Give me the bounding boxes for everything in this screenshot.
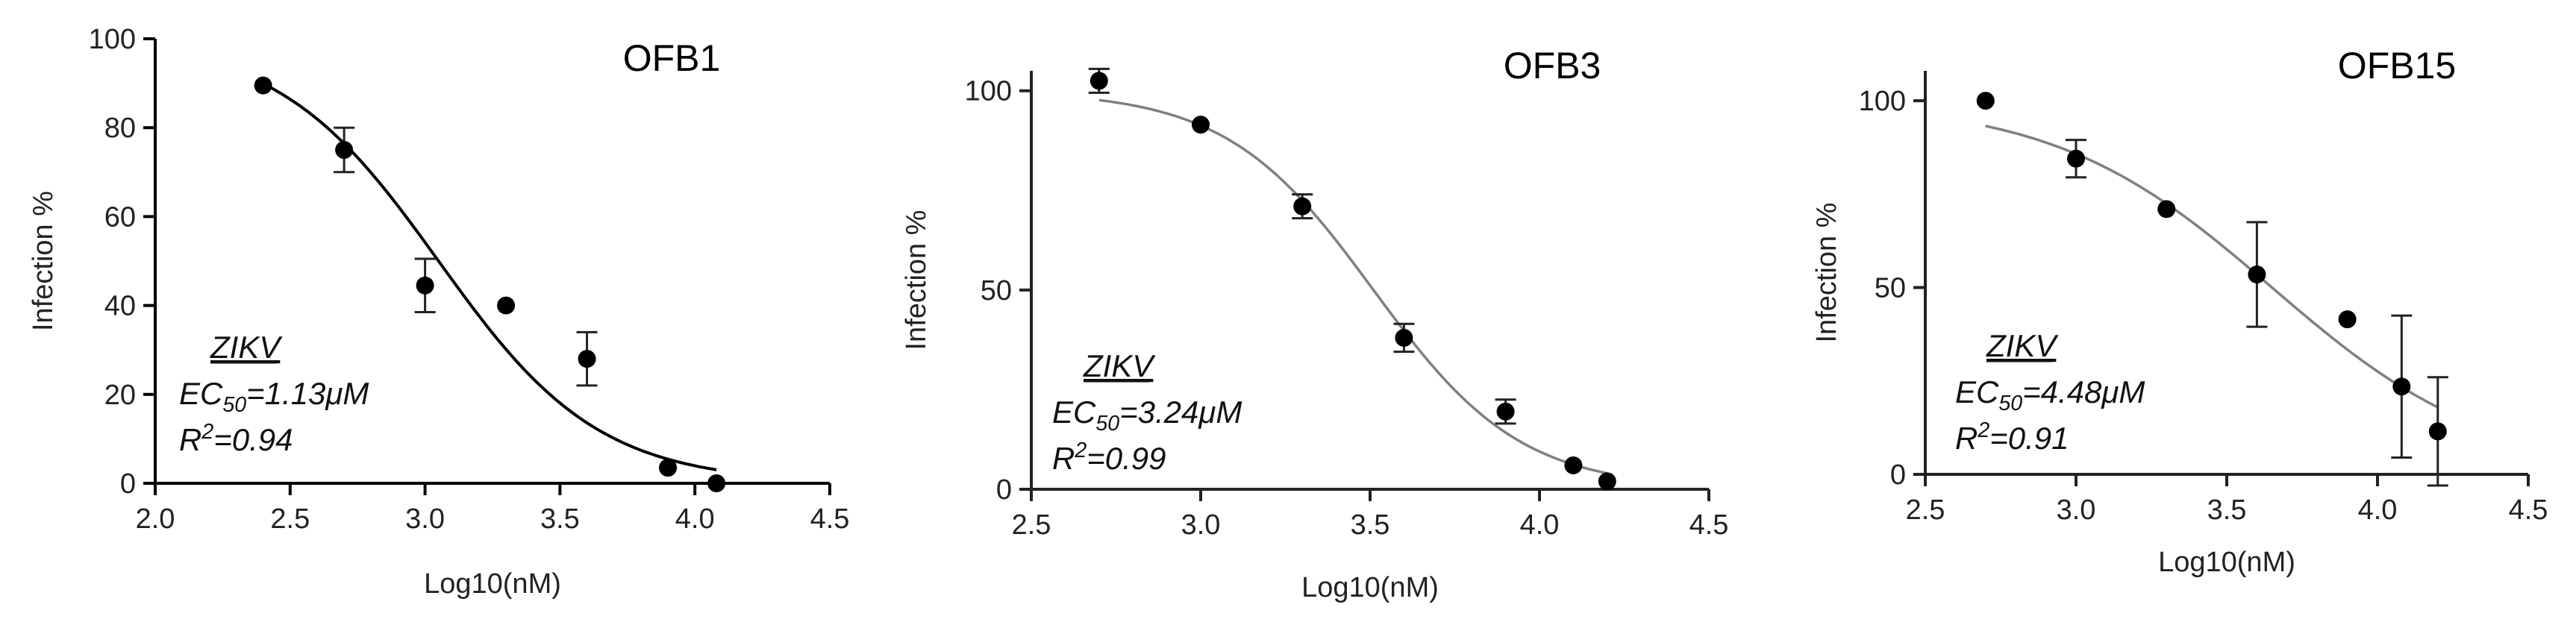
ec-prefix: EC [1052,395,1096,430]
data-point [2248,266,2266,284]
r-prefix: R [1052,441,1075,476]
data-point [1976,92,1995,110]
fit-curve [262,82,717,471]
data-point [2428,422,2447,441]
x-tick-label: 3.5 [2207,494,2247,526]
data-point [1192,116,1210,134]
y-axis-label: Infection % [28,191,59,331]
y-axis-label: Infection % [901,210,932,351]
x-tick-label: 3.0 [2057,494,2096,526]
data-point [1395,328,1413,347]
ec-value: =4.48μM [2022,374,2145,409]
y-tick-label: 20 [104,380,136,411]
y-tick-label: 100 [1859,86,1906,117]
data-point [1564,456,1583,474]
r-prefix: R [179,422,201,457]
annotation-virus: ZIKV [1083,348,1156,383]
annotation-ec50: EC50=3.24μM [1052,395,1242,436]
ec-prefix: EC [179,376,223,411]
x-axis-label: Log10(nM) [424,568,561,600]
data-point [1293,197,1312,216]
r-prefix: R [1955,421,1978,456]
r-superscript: 2 [1977,418,1989,442]
annotation-r2: R2=0.94 [179,420,293,457]
x-tick-label: 4.0 [675,503,715,535]
x-tick-label: 3.0 [405,503,445,535]
data-point [254,76,272,95]
data-point [707,474,726,492]
x-tick-label: 2.5 [1012,509,1051,541]
x-tick-label: 4.0 [1520,509,1560,541]
r-superscript: 2 [201,420,213,444]
annotation-r2: R2=0.99 [1052,439,1166,476]
annotation-virus: ZIKV [210,330,283,365]
x-tick-label: 3.5 [540,503,580,535]
r-superscript: 2 [1074,439,1087,462]
data-point [1598,472,1616,491]
x-tick-label: 4.5 [810,503,850,535]
chart-title: OFB1 [623,37,721,79]
chart-title: OFB15 [2338,45,2456,87]
y-tick-label: 0 [1890,459,1906,491]
r-value: =0.91 [1989,421,2069,456]
x-tick-label: 2.5 [1906,494,1945,526]
data-point [2392,377,2411,396]
y-tick-label: 100 [89,24,136,55]
x-tick-label: 2.5 [270,503,310,535]
ec-value: =3.24μM [1119,395,1242,430]
y-tick-label: 0 [996,474,1012,506]
annotation-ec50: EC50=1.13μM [179,376,369,417]
ec-subscript: 50 [1998,392,2022,415]
y-tick-label: 40 [104,291,136,322]
fit-curve [1098,98,1608,475]
x-tick-label: 3.0 [1181,509,1221,541]
annotation-virus: ZIKV [1986,328,2059,363]
y-axis-label: Infection % [1811,203,1842,343]
data-point [2157,200,2176,219]
x-tick-label: 3.5 [1351,509,1390,541]
x-tick-label: 2.0 [136,503,175,535]
y-tick-label: 80 [104,113,136,144]
data-point [497,296,516,315]
ec-value: =1.13μM [246,376,369,411]
ec-subscript: 50 [222,393,246,417]
data-point [1090,72,1108,90]
data-point [416,276,434,295]
y-tick-label: 100 [965,76,1012,107]
x-tick-label: 4.5 [1689,509,1729,541]
r-value: =0.94 [213,422,293,457]
x-axis-label: Log10(nM) [2158,547,2295,578]
chart-panel-ofb15: 2.5 3.0 3.5 4.0 4.5 0 50 100 Log10(nM) Infection … [1811,45,2548,578]
data-point [2338,310,2357,329]
annotation-r2: R2=0.91 [1955,418,2069,456]
chart-panel-ofb1: 2.0 2.5 3.0 3.5 4.0 4.5 0 20 40 60 80 100 Log10(nM) I… [28,24,849,600]
r-value: =0.99 [1087,441,1166,476]
ec-prefix: EC [1955,374,1999,409]
data-point [1496,402,1515,421]
data-point [335,141,354,159]
x-tick-label: 4.5 [2509,494,2548,526]
y-tick-label: 50 [1875,273,1906,304]
chart-title: OFB3 [1504,45,1601,87]
y-tick-label: 0 [120,468,136,500]
data-point [578,350,596,368]
chart-panel-ofb3: 2.5 3.0 3.5 4.0 4.5 0 50 100 Log10(nM) Infection … [901,45,1728,603]
y-tick-label: 50 [981,275,1012,307]
data-point [659,459,678,477]
fit-curve [1985,125,2439,409]
x-axis-label: Log10(nM) [1301,572,1439,603]
y-tick-label: 60 [104,201,136,233]
annotation-ec50: EC50=4.48μM [1955,374,2145,415]
data-point [2067,149,2085,168]
x-tick-label: 4.0 [2358,494,2398,526]
ec-subscript: 50 [1095,412,1119,436]
